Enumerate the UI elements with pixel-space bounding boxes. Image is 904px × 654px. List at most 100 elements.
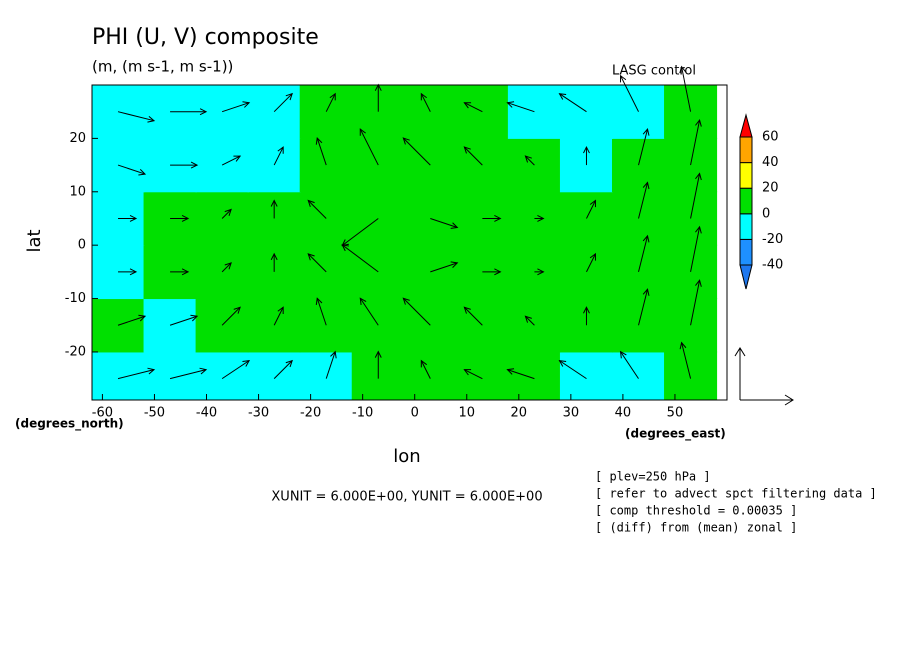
- wind-vector: [325, 92, 336, 112]
- vector-head: [642, 234, 650, 243]
- field-cell: [351, 137, 405, 193]
- y-tick-label: 10: [69, 184, 86, 199]
- vector-shaft: [221, 306, 241, 326]
- y-units: (degrees_north): [15, 417, 124, 432]
- vector-shaft: [638, 289, 649, 326]
- vector-head: [307, 199, 315, 207]
- vector-shaft: [690, 226, 701, 272]
- x-tick-label: 0: [411, 406, 419, 421]
- field-cell: [143, 351, 197, 400]
- vector-head: [147, 367, 156, 375]
- wind-vector: [638, 181, 650, 219]
- x-tick-label: 40: [615, 406, 632, 421]
- vector-head: [679, 65, 687, 74]
- vector-shaft: [420, 93, 431, 112]
- vector-head: [463, 146, 471, 154]
- wind-vector: [463, 369, 483, 380]
- vector-head: [129, 215, 138, 222]
- vector-head: [374, 350, 382, 358]
- vector-head: [420, 92, 427, 101]
- wind-vector: [583, 145, 590, 166]
- vector-head: [307, 253, 315, 261]
- vector-unit: XUNIT = 6.000E+00, YUNIT = 6.000E+00: [271, 490, 542, 505]
- field-cell: [247, 351, 301, 400]
- vector-head: [233, 155, 242, 162]
- wind-vector: [638, 234, 650, 272]
- x-tick-label: -20: [300, 406, 321, 421]
- wind-vector: [690, 118, 702, 166]
- wind-vector: [170, 108, 208, 116]
- vector-head: [330, 350, 337, 359]
- vector-shaft: [586, 200, 596, 219]
- colorbar-band: [739, 136, 753, 164]
- vector-shaft: [307, 200, 327, 219]
- field-cell: [92, 351, 145, 400]
- wind-vector: [221, 262, 232, 273]
- vector-head: [359, 297, 367, 305]
- vector-shaft: [559, 93, 587, 113]
- vector-head: [589, 199, 596, 208]
- vector-shaft: [169, 369, 207, 380]
- wind-vector: [117, 314, 147, 326]
- vector-head: [524, 315, 532, 323]
- x-axis-label: lon: [393, 446, 420, 467]
- vector-shaft: [221, 102, 250, 113]
- vector-head: [138, 314, 147, 322]
- vector-shaft: [507, 369, 535, 380]
- wind-vector: [482, 215, 502, 222]
- vector-shaft: [221, 262, 232, 273]
- vector-shaft: [638, 182, 649, 219]
- wind-vector: [586, 199, 596, 219]
- field-cell: [455, 351, 509, 400]
- vector-shaft: [620, 351, 639, 379]
- wind-vector: [169, 314, 199, 326]
- wind-vector: [169, 367, 208, 380]
- wind-vector: [524, 155, 535, 166]
- wind-vector: [558, 360, 587, 380]
- vector-shaft: [273, 307, 284, 326]
- colorbar-triangle: [739, 113, 753, 138]
- vector-head: [558, 93, 567, 100]
- field-cell: [351, 244, 405, 300]
- wind-vector: [482, 268, 502, 276]
- vector-shaft: [316, 298, 327, 326]
- y-tick-label: -10: [65, 291, 86, 306]
- x-tick-label: 30: [563, 406, 580, 421]
- x-tick-label: 10: [458, 406, 475, 421]
- wind-vector: [506, 368, 535, 380]
- wind-vector: [221, 208, 232, 219]
- wind-vector: [463, 102, 483, 113]
- colorbar-label: 0: [762, 206, 770, 221]
- y-tick-label: 0: [78, 238, 86, 253]
- vector-shaft: [359, 128, 379, 166]
- wind-vector: [273, 92, 293, 113]
- x-tick-label: -10: [352, 406, 373, 421]
- vector-head: [285, 92, 293, 101]
- vector-shaft: [341, 244, 379, 273]
- vector-head: [583, 145, 590, 154]
- x-tick-label: 50: [667, 406, 684, 421]
- vector-shaft: [169, 315, 198, 326]
- vector-head: [359, 128, 366, 136]
- vector-shaft: [117, 315, 146, 326]
- wind-vector: [430, 218, 459, 229]
- vector-shaft: [402, 297, 431, 326]
- vector-head: [199, 367, 208, 375]
- wind-vector: [638, 288, 650, 326]
- wind-vector: [463, 146, 483, 166]
- vector-head: [524, 155, 532, 163]
- vector-head: [494, 215, 502, 222]
- x-tick-label: -50: [144, 406, 165, 421]
- plot-frame: [91, 84, 728, 401]
- vector-shaft: [638, 235, 649, 272]
- vector-shaft: [464, 306, 483, 326]
- vector-shaft: [420, 360, 431, 379]
- vector-head: [224, 262, 232, 270]
- vector-head: [315, 297, 323, 305]
- vector-shaft: [464, 102, 483, 113]
- wind-vector: [679, 65, 692, 112]
- wind-vector: [273, 359, 293, 379]
- vector-shaft: [525, 155, 535, 166]
- vector-head: [695, 172, 702, 181]
